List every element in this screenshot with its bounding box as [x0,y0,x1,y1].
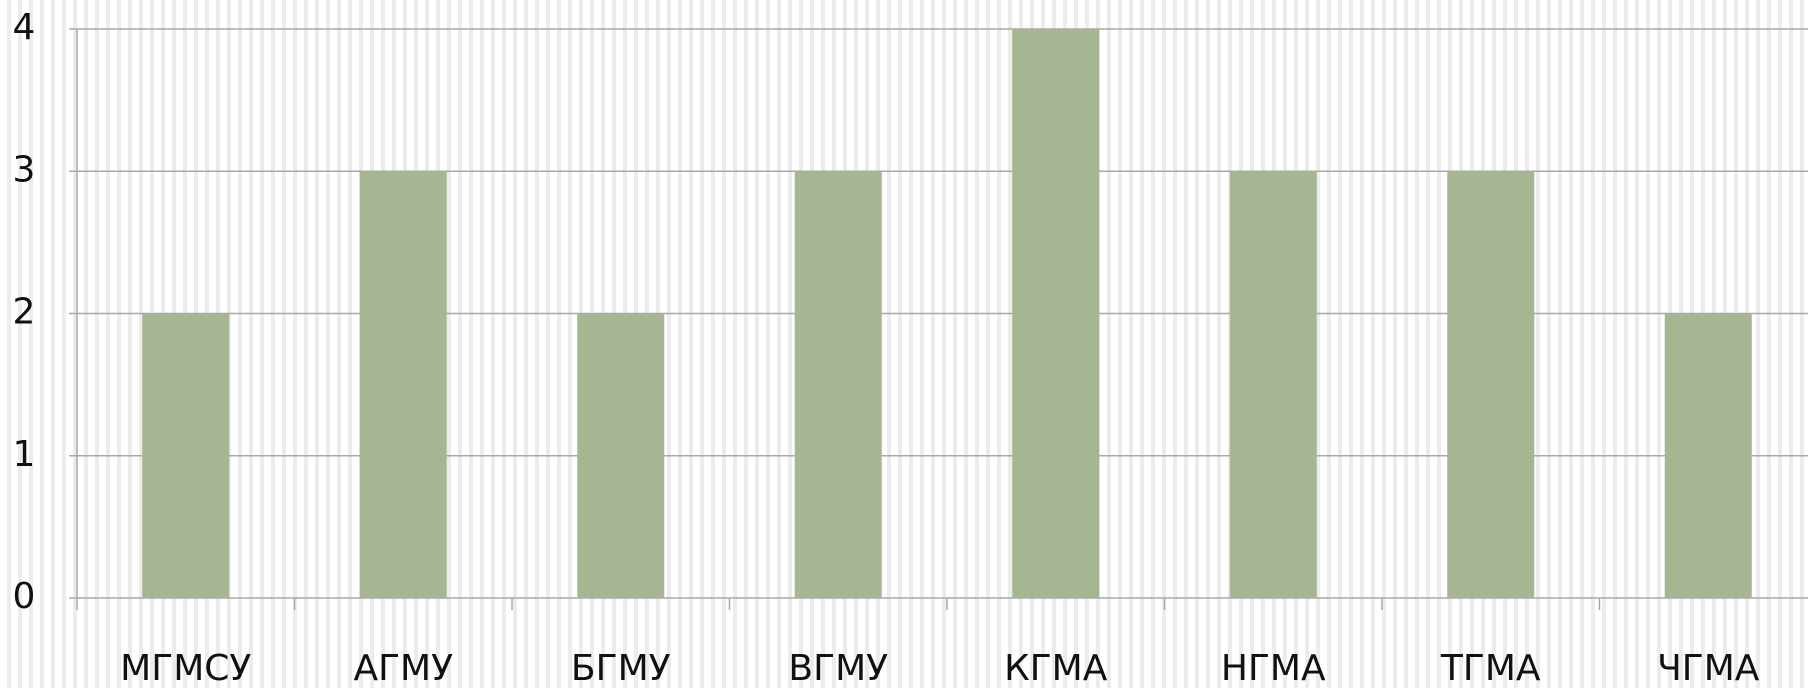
bar [794,171,882,598]
x-tick-label: МГМСУ [120,648,251,688]
x-tick-label: ВГМУ [788,648,888,688]
bar [1664,313,1752,598]
x-tick-label: КГМА [1004,648,1108,688]
y-tick-label: 1 [13,434,36,475]
bar [1229,171,1317,598]
x-tick-label: АГМУ [353,648,453,688]
bar [359,171,447,598]
x-tick-label: БГМУ [571,648,671,688]
x-tick-label: ТГМА [1440,648,1541,688]
y-tick-label: 4 [13,7,36,48]
bar [577,313,665,598]
y-tick-label: 0 [13,576,36,617]
y-tick-label: 2 [13,292,36,333]
x-tick-label: ЧГМА [1657,648,1760,688]
y-tick-label: 3 [13,149,36,190]
x-tick-label: НГМА [1221,648,1326,688]
bar [1447,171,1535,598]
bar [142,313,230,598]
bar [1012,29,1100,598]
